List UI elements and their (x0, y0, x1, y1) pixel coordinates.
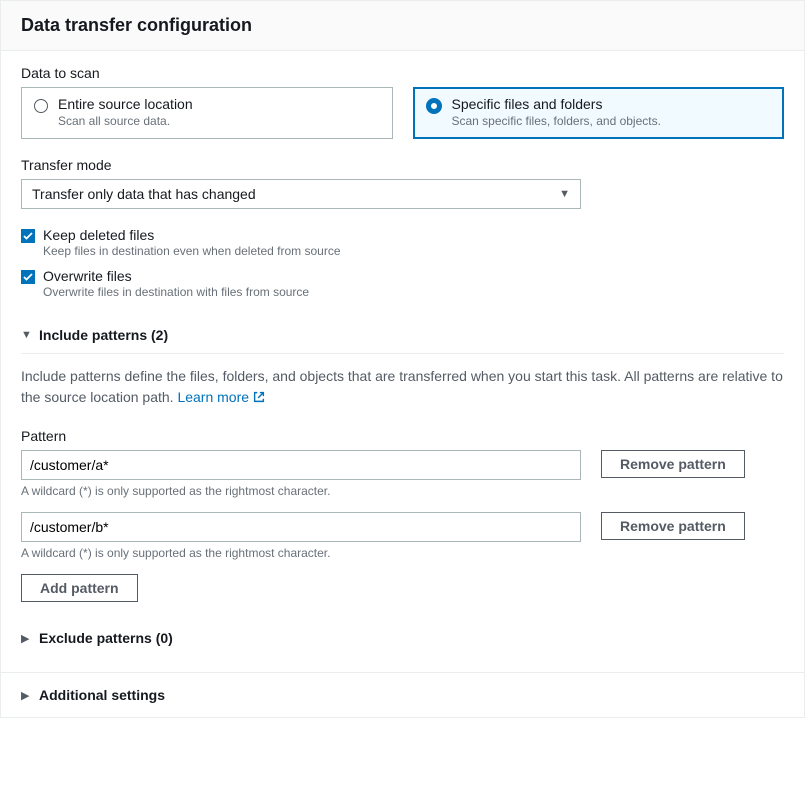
overwrite-label: Overwrite files (43, 268, 309, 284)
transfer-mode-label: Transfer mode (21, 157, 784, 173)
include-patterns-title: Include patterns (2) (39, 327, 168, 343)
pattern-input[interactable] (21, 450, 581, 480)
radio-icon (34, 99, 48, 113)
panel-body: Data to scan Entire source location Scan… (1, 51, 804, 673)
radio-title: Specific files and folders (452, 96, 661, 112)
transfer-mode-select[interactable]: Transfer only data that has changed ▼ (21, 179, 581, 209)
divider (21, 353, 784, 354)
add-pattern-button[interactable]: Add pattern (21, 574, 138, 602)
remove-pattern-button[interactable]: Remove pattern (601, 512, 745, 540)
radio-icon (426, 98, 442, 114)
add-pattern-wrap: Add pattern (21, 574, 784, 602)
panel-title: Data transfer configuration (21, 15, 784, 36)
pattern-block-1: Remove pattern A wildcard (*) is only su… (21, 512, 784, 560)
overwrite-hint: Overwrite files in destination with file… (43, 285, 309, 299)
exclude-patterns-header[interactable]: ▶ Exclude patterns (0) (21, 620, 784, 660)
keep-deleted-checkbox[interactable] (21, 229, 35, 243)
data-to-scan-label: Data to scan (21, 65, 784, 81)
pattern-input[interactable] (21, 512, 581, 542)
data-to-scan-options: Entire source location Scan all source d… (21, 87, 784, 139)
remove-pattern-button[interactable]: Remove pattern (601, 450, 745, 478)
check-icon (23, 273, 33, 281)
caret-right-icon: ▶ (21, 689, 33, 702)
radio-desc: Scan specific files, folders, and object… (452, 114, 661, 128)
keep-deleted-hint: Keep files in destination even when dele… (43, 244, 341, 258)
keep-deleted-label: Keep deleted files (43, 227, 341, 243)
panel-header: Data transfer configuration (1, 1, 804, 51)
include-patterns-help: Include patterns define the files, folde… (21, 366, 784, 410)
caret-down-icon: ▼ (21, 329, 33, 341)
chevron-down-icon: ▼ (559, 188, 570, 200)
pattern-hint: A wildcard (*) is only supported as the … (21, 546, 784, 560)
radio-specific-files[interactable]: Specific files and folders Scan specific… (413, 87, 785, 139)
caret-right-icon: ▶ (21, 632, 33, 645)
check-icon (23, 232, 33, 240)
pattern-block-0: Remove pattern A wildcard (*) is only su… (21, 450, 784, 498)
external-link-icon (252, 389, 266, 410)
additional-settings-header[interactable]: ▶ Additional settings (1, 673, 804, 717)
pattern-label: Pattern (21, 428, 784, 444)
help-text-body: Include patterns define the files, folde… (21, 368, 783, 405)
keep-deleted-row: Keep deleted files Keep files in destina… (21, 227, 784, 258)
overwrite-checkbox[interactable] (21, 270, 35, 284)
exclude-patterns-title: Exclude patterns (0) (39, 630, 173, 646)
additional-settings-title: Additional settings (39, 687, 165, 703)
include-patterns-header[interactable]: ▼ Include patterns (2) (21, 317, 784, 353)
radio-entire-source[interactable]: Entire source location Scan all source d… (21, 87, 393, 139)
data-transfer-config-panel: Data transfer configuration Data to scan… (0, 0, 805, 718)
radio-desc: Scan all source data. (58, 114, 193, 128)
transfer-mode-value: Transfer only data that has changed (32, 186, 256, 202)
overwrite-row: Overwrite files Overwrite files in desti… (21, 268, 784, 299)
pattern-hint: A wildcard (*) is only supported as the … (21, 484, 784, 498)
transfer-mode-select-wrap: Transfer only data that has changed ▼ (21, 179, 581, 209)
radio-title: Entire source location (58, 96, 193, 112)
learn-more-link[interactable]: Learn more (177, 389, 266, 405)
